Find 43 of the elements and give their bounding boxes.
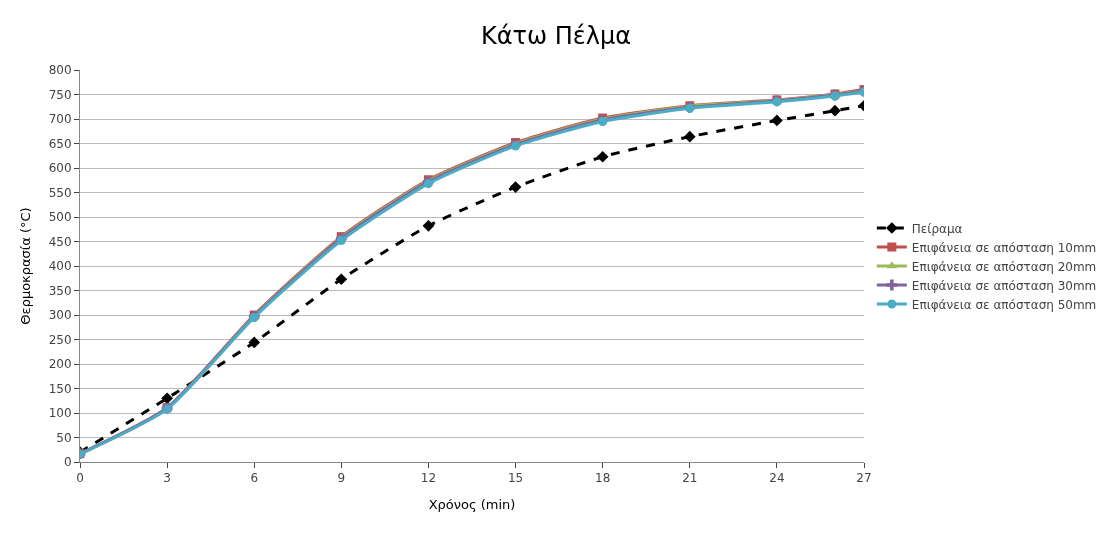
y-tick-label: 450 xyxy=(48,234,72,249)
y-tick-label: 150 xyxy=(48,381,72,396)
legend-label: Πείραμα xyxy=(911,221,963,236)
y-tick-label: 250 xyxy=(48,332,72,347)
y-tick-label: 50 xyxy=(56,430,72,445)
x-tick-label: 24 xyxy=(769,471,785,486)
point xyxy=(248,336,261,349)
point xyxy=(683,130,696,143)
point xyxy=(335,273,348,286)
point xyxy=(596,150,609,163)
y-tick-label: 500 xyxy=(48,210,72,225)
legend-label: Επιφάνεια σε απόσταση 50mm xyxy=(911,297,1097,312)
legend-label: Επιφάνεια σε απόσταση 30mm xyxy=(911,278,1097,293)
y-tick-label: 550 xyxy=(48,185,72,200)
y-tick-label: 700 xyxy=(48,112,72,127)
x-axis-title: Χρόνος (min) xyxy=(428,497,516,512)
x-tick-label: 12 xyxy=(420,471,437,486)
point xyxy=(771,114,783,127)
x-tick-label: 18 xyxy=(595,471,611,486)
x-tick-label: 3 xyxy=(163,471,171,486)
y-tick-label: 750 xyxy=(48,87,72,102)
chart-title: Κάτω Πέλμα xyxy=(480,21,632,50)
point xyxy=(829,104,841,117)
point xyxy=(509,181,522,193)
legend-label: Επιφάνεια σε απόσταση 20mm xyxy=(911,259,1097,274)
x-tick-label: 21 xyxy=(682,471,698,486)
legend-label: Επιφάνεια σε απόσταση 10mm xyxy=(911,240,1097,255)
y-tick-label: 600 xyxy=(48,161,72,176)
x-tick-label: 0 xyxy=(76,471,84,486)
y-tick-label: 400 xyxy=(48,259,72,274)
x-tick-label: 6 xyxy=(250,471,259,486)
y-tick-label: 650 xyxy=(48,136,72,151)
y-tick-label: 0 xyxy=(63,455,72,470)
y-tick-label: 300 xyxy=(48,308,72,323)
x-tick-label: 15 xyxy=(507,471,524,486)
y-axis-title: Θερμοκρασία (°C) xyxy=(17,207,33,325)
y-tick-label: 800 xyxy=(48,63,72,78)
y-tick-label: 350 xyxy=(48,283,72,298)
y-tick-label: 200 xyxy=(48,357,72,372)
y-tick-label: 100 xyxy=(48,406,72,421)
x-tick-label: 27 xyxy=(856,471,872,486)
x-tick-label: 9 xyxy=(337,471,346,486)
point xyxy=(422,219,435,232)
